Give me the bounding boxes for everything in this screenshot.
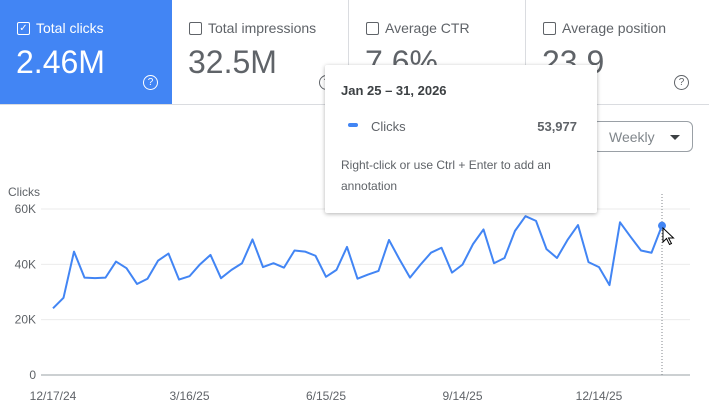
checkbox-icon[interactable]	[189, 21, 202, 35]
series-swatch	[348, 123, 358, 127]
x-tick-label: 3/16/25	[169, 389, 209, 403]
metric-value: 32.5M	[188, 44, 277, 80]
metric-label: Average CTR	[385, 20, 470, 36]
x-tick-label: 12/14/25	[576, 389, 623, 403]
mouse-cursor-icon	[662, 226, 675, 246]
clicks-series-line	[52, 215, 663, 310]
highlighted-point[interactable]	[658, 221, 666, 230]
x-tick-label: 12/17/24	[30, 389, 77, 403]
metric-label: Total clicks	[36, 20, 104, 36]
metric-value: 2.46M	[16, 44, 105, 80]
y-tick-label: 20K	[15, 313, 36, 327]
x-tick-label: 6/15/25	[306, 389, 346, 403]
tooltip-series: Clicks	[371, 119, 406, 134]
help-icon[interactable]: ?	[143, 75, 158, 90]
tooltip-hint: Right-click or use Ctrl + Enter to add a…	[341, 158, 551, 193]
x-tick-label: 9/14/25	[442, 389, 482, 403]
dropdown-value: Weekly	[609, 129, 655, 145]
granularity-dropdown[interactable]: Weekly	[592, 121, 693, 152]
y-tick-label: 0	[29, 368, 36, 382]
y-tick-label: 60K	[15, 202, 36, 216]
metric-label: Total impressions	[208, 20, 317, 36]
checkbox-icon[interactable]	[366, 21, 379, 35]
tooltip-value: 53,977	[537, 119, 577, 134]
checkbox-checked-icon[interactable]: ✓	[17, 21, 30, 35]
tooltip-date: Jan 25 – 31, 2026	[341, 83, 447, 98]
help-icon[interactable]: ?	[674, 75, 689, 90]
metric-card-total-clicks[interactable]: ✓ Total clicks 2.46M ?	[0, 0, 172, 104]
checkbox-icon[interactable]	[543, 21, 556, 35]
y-tick-label: 40K	[15, 257, 36, 271]
y-axis-label: Clicks	[8, 185, 40, 199]
metric-card-total-impressions[interactable]: Total impressions 32.5M ?	[172, 0, 349, 104]
caret-down-icon	[670, 135, 680, 140]
metric-label: Average position	[562, 20, 667, 36]
chart-tooltip: Jan 25 – 31, 2026 Clicks 53,977 Right-cl…	[325, 65, 597, 213]
